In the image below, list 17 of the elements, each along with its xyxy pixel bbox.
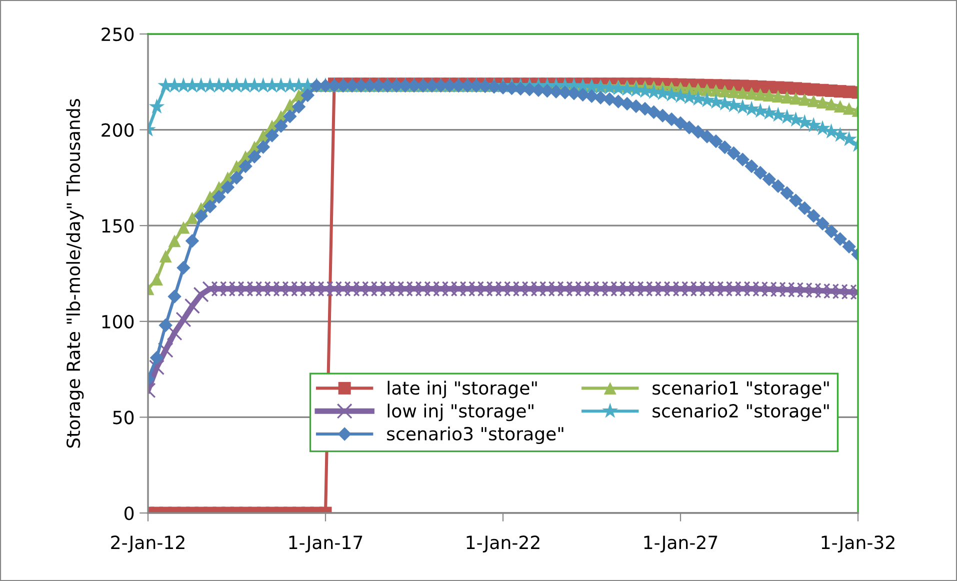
y-tick-label: 100 bbox=[102, 314, 134, 329]
y-tick-label: 200 bbox=[102, 123, 134, 137]
y-tick-label: 50 bbox=[113, 410, 134, 424]
x-tick-label: 1-Jan-17 bbox=[289, 536, 362, 553]
y-tick-label: 0 bbox=[124, 506, 134, 520]
legend-label: low inj "storage" bbox=[388, 404, 534, 422]
y-tick-label: 250 bbox=[102, 27, 134, 42]
y-axis-title: Storage Rate "lb-mole/day" Thousands bbox=[66, 99, 84, 448]
x-tick-label: 1-Jan-27 bbox=[644, 536, 718, 553]
legend-label: scenario3 "storage" bbox=[387, 426, 564, 444]
y-tick-label: 150 bbox=[102, 219, 134, 233]
legend-label: late inj "storage" bbox=[388, 380, 537, 398]
legend-label: scenario2 "storage" bbox=[652, 404, 829, 422]
x-tick-label: 1-Jan-22 bbox=[466, 536, 540, 553]
x-tick-label: 1-Jan-32 bbox=[822, 536, 894, 553]
x-tick-label: 2-Jan-12 bbox=[111, 536, 184, 553]
legend-label: scenario1 "storage" bbox=[652, 380, 829, 398]
